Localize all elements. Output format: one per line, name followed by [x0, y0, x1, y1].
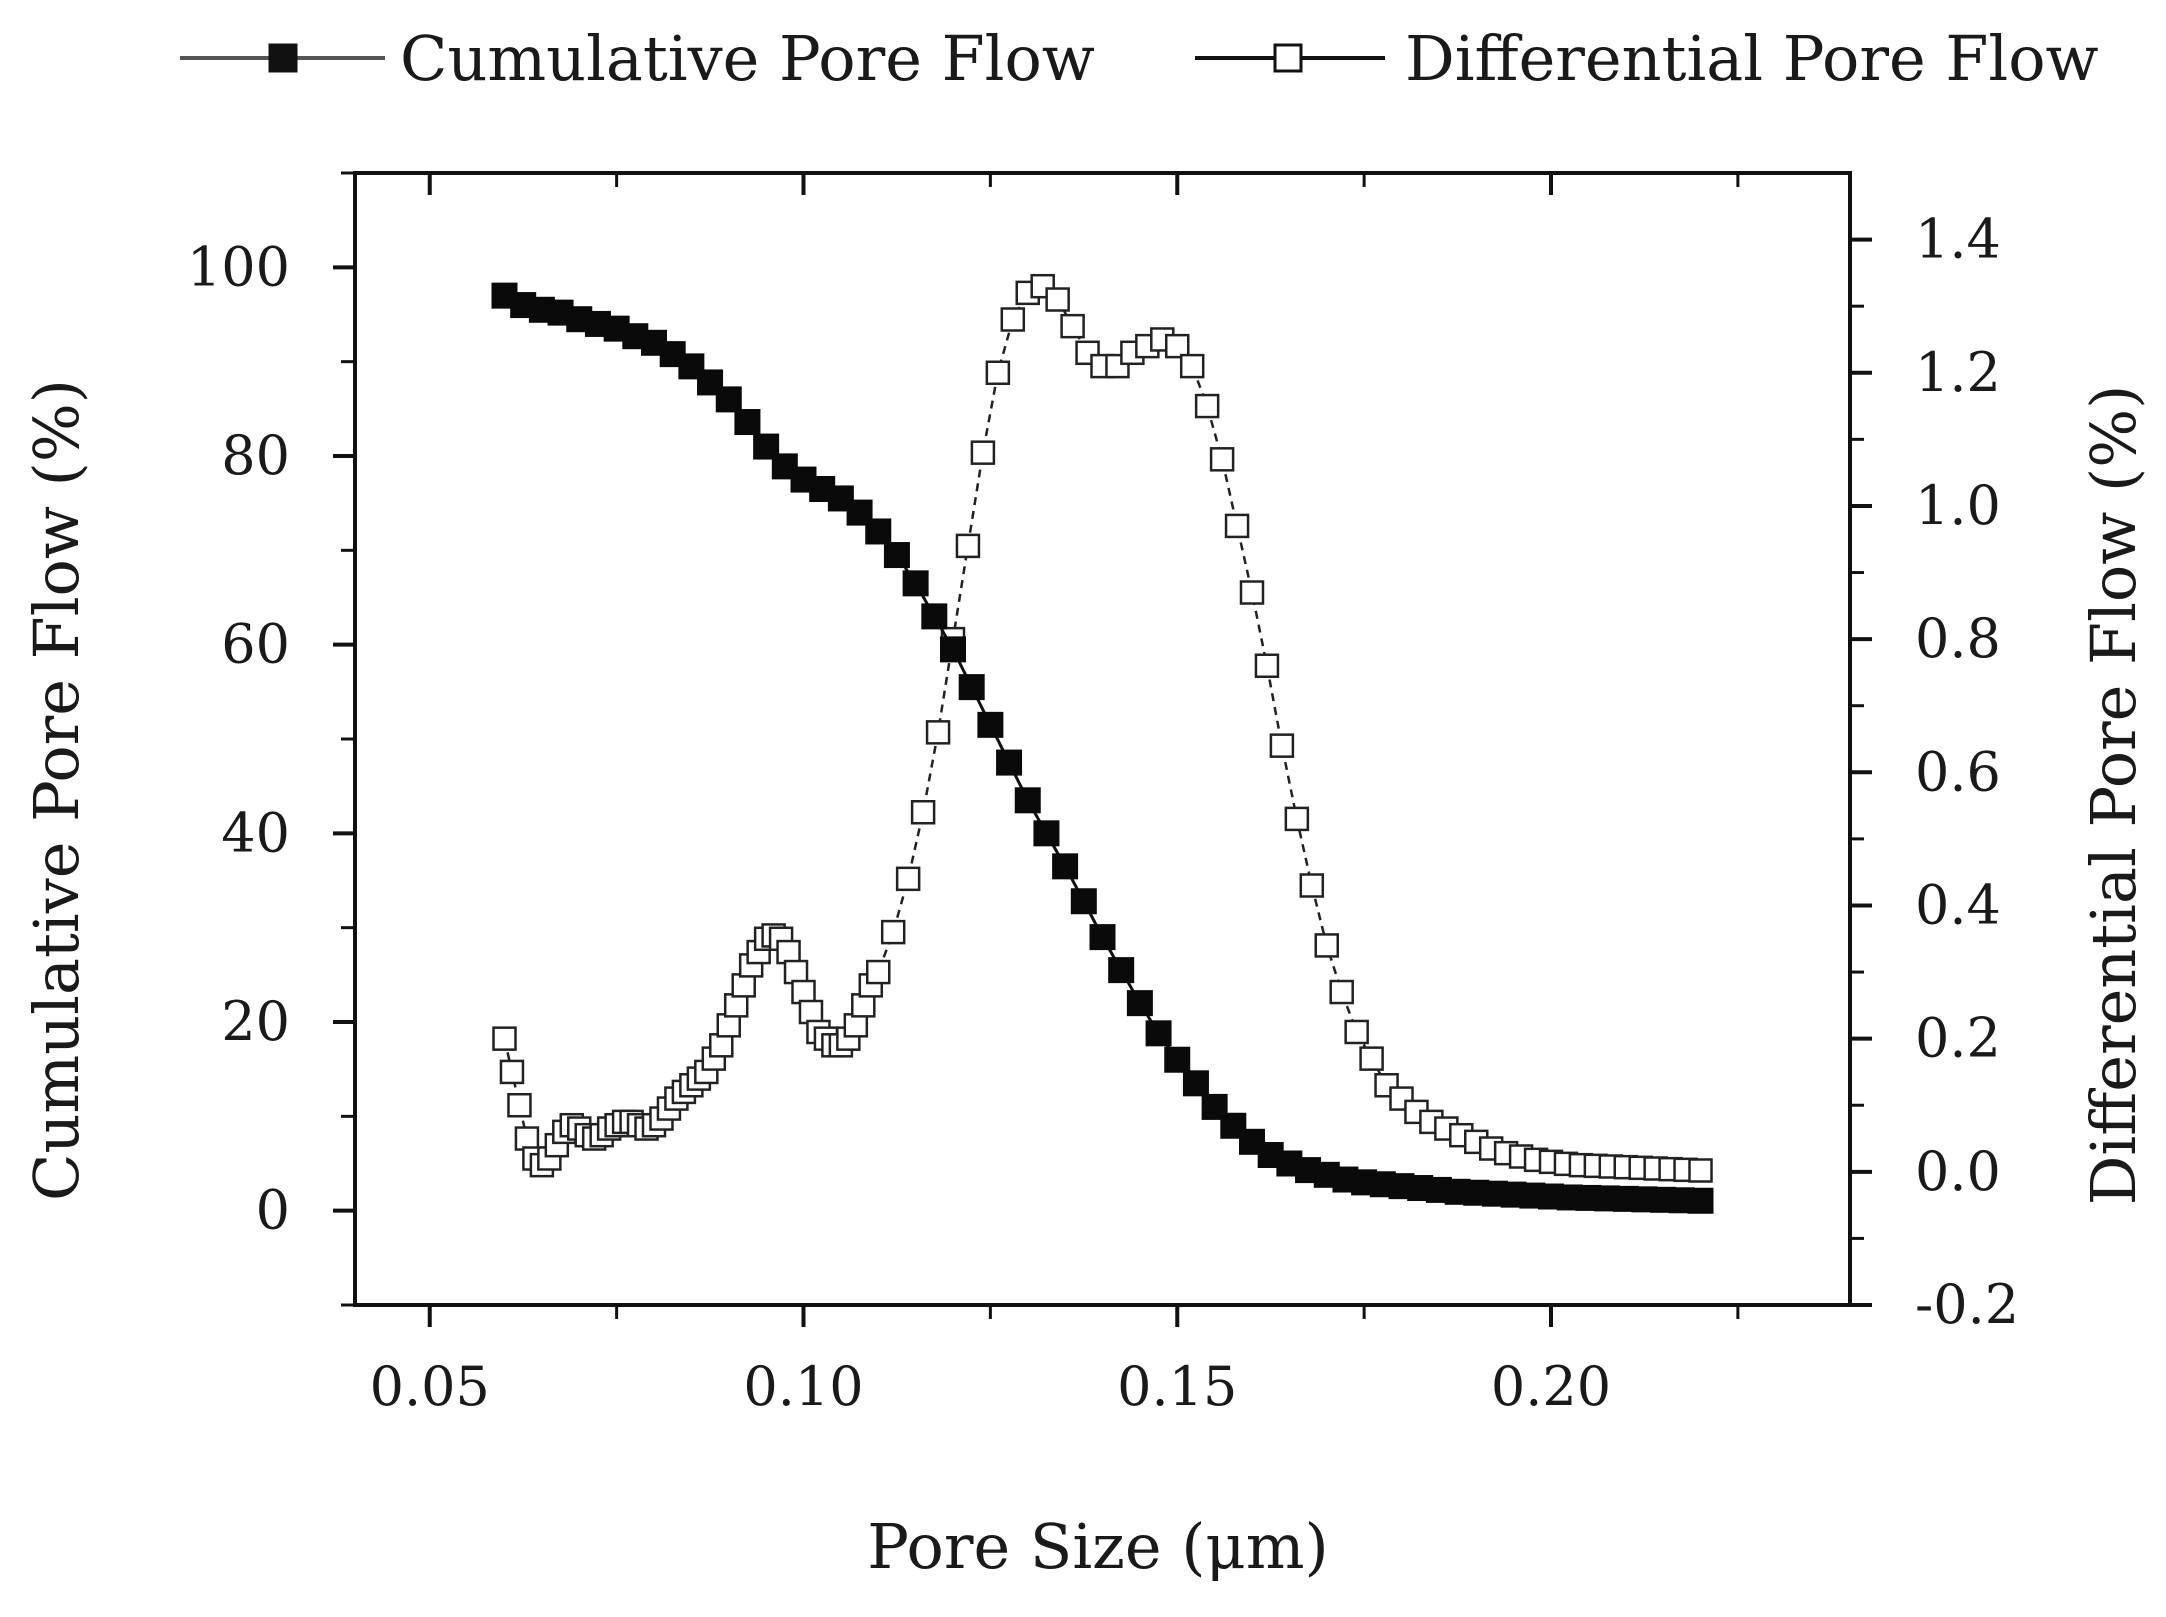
differential-line [503, 284, 1701, 1172]
differential-point [798, 999, 824, 1025]
differential-point [716, 1013, 741, 1038]
cumulative-point [1145, 1020, 1172, 1047]
cumulative-series [491, 282, 1714, 1214]
differential-point [1299, 873, 1325, 898]
differential-point [507, 1092, 532, 1118]
cumulative-point [1070, 888, 1097, 915]
cumulative-point [977, 711, 1004, 738]
differential-point [709, 1033, 734, 1058]
cumulative-point [1687, 1187, 1714, 1214]
differential-point [851, 993, 876, 1018]
cumulative-point [921, 603, 948, 630]
differential-point [1329, 979, 1354, 1005]
legend-cumulative-label: Cumulative Pore Flow [400, 22, 1095, 95]
cumulative-point [734, 409, 761, 436]
differential-point [1269, 733, 1295, 758]
cumulative-point [940, 636, 966, 663]
axes: 0.05 0.10 0.15 0.20 0 20 40 60 80 100 -0.2 0.0 0.2 0.… [187, 171, 2019, 1418]
y-left-tick-label: 40 [221, 801, 290, 864]
legend-differential-marker [1273, 43, 1303, 73]
cumulative-point [1089, 924, 1116, 951]
cumulative-point [1182, 1070, 1209, 1097]
y-right-tick-label: 1.0 [1915, 474, 2001, 537]
cumulative-point [865, 518, 892, 545]
x-tick-label: 0.15 [1117, 1355, 1237, 1418]
differential-point [843, 1013, 869, 1038]
differential-point [1688, 1158, 1713, 1183]
cumulative-point [996, 749, 1023, 776]
differential-point [499, 1059, 525, 1085]
y-left-tick-label: 60 [221, 613, 290, 676]
differential-point [1194, 393, 1220, 419]
cumulative-point [883, 542, 910, 569]
y-right-tick-label: 1.4 [1915, 208, 2001, 271]
differential-point [1165, 333, 1190, 359]
differential-point [910, 799, 936, 825]
y-left-tick-label: 100 [187, 235, 290, 298]
differential-point [731, 973, 756, 998]
differential-point [970, 440, 996, 465]
cumulative-point [1164, 1046, 1191, 1073]
differential-point [1060, 313, 1085, 339]
legend-differential: Differential Pore Flow [1195, 22, 2099, 95]
y-right-axis-title: Differential Pore Flow (%) [2077, 385, 2150, 1206]
differential-point [1000, 307, 1026, 332]
y-right-tick-label: 0.2 [1915, 1007, 2001, 1070]
differential-point [955, 533, 981, 559]
legend: Cumulative Pore Flow Differential Pore F… [180, 22, 2099, 95]
x-tick-label: 0.20 [1491, 1355, 1611, 1418]
differential-point [1045, 287, 1070, 312]
x-axis-title: Pore Size (μm) [867, 1510, 1328, 1583]
differential-point [723, 993, 749, 1018]
differential-point [514, 1126, 540, 1151]
y-left-tick-label: 0 [256, 1179, 290, 1242]
x-tick-label: 0.05 [370, 1355, 490, 1418]
differential-point [1359, 1046, 1384, 1071]
differential-point [1239, 580, 1265, 605]
differential-point [1209, 447, 1235, 472]
cumulative-point [1052, 853, 1079, 880]
cumulative-point [1033, 820, 1060, 847]
differential-point [1284, 806, 1310, 832]
differential-point [791, 979, 816, 1005]
cumulative-point [1014, 787, 1041, 814]
y-left-axis-title: Cumulative Pore Flow (%) [20, 379, 93, 1201]
differential-series [492, 273, 1713, 1183]
cumulative-line [503, 294, 1701, 1203]
differential-point [783, 959, 809, 985]
differential-point [1254, 653, 1280, 679]
differential-point [1344, 1019, 1369, 1045]
differential-point [1314, 933, 1339, 958]
differential-point [1179, 353, 1205, 379]
y-right-tick-label: 1.2 [1915, 341, 2001, 404]
differential-point [925, 720, 951, 745]
differential-point [866, 959, 891, 985]
differential-point [1224, 513, 1250, 539]
legend-differential-label: Differential Pore Flow [1405, 22, 2099, 95]
legend-cumulative-marker [268, 43, 298, 73]
y-left-tick-label: 80 [221, 424, 290, 487]
cumulative-point [958, 674, 985, 701]
x-tick-label: 0.10 [743, 1355, 863, 1418]
cumulative-point [1500, 1181, 1527, 1208]
cumulative-point [1108, 957, 1135, 984]
y-right-tick-label: -0.2 [1915, 1273, 2019, 1336]
cumulative-point [902, 570, 929, 597]
differential-point [880, 919, 906, 945]
y-left-tick-label: 20 [221, 990, 290, 1053]
cumulative-point [1126, 990, 1153, 1017]
y-right-tick-label: 0.6 [1915, 740, 2001, 803]
y-right-tick-label: 0.0 [1915, 1140, 2001, 1203]
legend-cumulative: Cumulative Pore Flow [180, 22, 1095, 95]
differential-point [985, 360, 1011, 386]
y-right-tick-label: 0.4 [1915, 873, 2001, 936]
differential-point [776, 939, 801, 965]
differential-point [895, 866, 921, 892]
differential-point [492, 1026, 517, 1051]
y-right-tick-label: 0.8 [1915, 607, 2001, 670]
cumulative-point [715, 386, 742, 413]
